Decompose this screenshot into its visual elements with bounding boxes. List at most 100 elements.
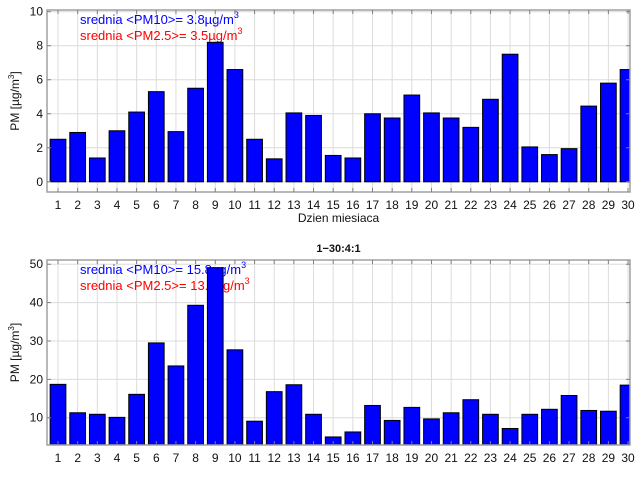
bar-day-13 [285, 384, 303, 446]
bar-day-25 [521, 413, 539, 446]
bar-day-22 [462, 126, 480, 183]
bar-day-17 [364, 113, 381, 183]
x-axis-label: Dzien miesiaca [298, 211, 380, 225]
bar-day-1 [49, 383, 67, 446]
plot-frame [46, 259, 631, 446]
bar-day-10 [226, 69, 244, 183]
x-tick-label: 25 [523, 451, 537, 465]
x-tick-label: 21 [444, 451, 458, 465]
bar-day-28 [580, 105, 598, 183]
y-axis-label-superscript: 3 [7, 74, 16, 79]
bar-day-2 [69, 131, 87, 183]
x-tick-label: 24 [503, 198, 517, 212]
annotation-text: srednia <PM10>= 3.8µg/m [80, 12, 234, 27]
x-tick-label: 1 [55, 451, 62, 465]
y-tick-label: 0 [36, 175, 43, 189]
x-tick-label: 11 [248, 451, 261, 465]
bar-day-27 [560, 394, 578, 446]
x-tick-label: 3 [94, 198, 101, 212]
bar-day-28 [580, 409, 598, 446]
x-tick-label: 1 [55, 198, 62, 212]
chart-title: 1−30:4:1 [316, 243, 360, 255]
x-tick-label: 26 [543, 198, 557, 212]
x-tick-label: 28 [582, 198, 596, 212]
bar-day-5 [128, 393, 145, 446]
y-axis-label-close: ] [8, 71, 22, 74]
y-tick-label: 10 [30, 411, 44, 425]
bar-day-20 [423, 112, 440, 183]
x-tick-label: 22 [464, 198, 478, 212]
x-tick-label: 17 [366, 198, 380, 212]
annotation-superscript: 3 [241, 260, 246, 270]
bar-day-8 [187, 87, 204, 183]
annotation-superscript: 3 [237, 26, 242, 36]
bar-day-19 [403, 406, 421, 446]
bar-day-7 [167, 365, 185, 446]
x-tick-label: 15 [327, 198, 341, 212]
x-tick-label: 5 [133, 451, 140, 465]
annotation-superscript: 3 [234, 10, 239, 20]
x-tick-label: 16 [346, 198, 360, 212]
x-tick-label: 23 [484, 451, 498, 465]
bar-day-17 [364, 404, 381, 446]
x-tick-label: 13 [287, 198, 301, 212]
bar-day-11 [246, 138, 263, 183]
x-tick-label: 3 [94, 451, 101, 465]
y-axis-label: PM [µg/m3] [7, 71, 22, 130]
x-tick-label: 14 [307, 451, 321, 465]
y-tick-label: 50 [30, 257, 44, 271]
x-tick-label: 20 [425, 451, 439, 465]
annotation-mean-pm25: srednia <PM2.5>= 3.5µg/m3 [80, 26, 242, 43]
x-tick-label: 19 [405, 198, 419, 212]
x-tick-label: 27 [562, 451, 576, 465]
bar-day-29 [600, 410, 617, 446]
x-tick-label: 6 [153, 451, 160, 465]
x-tick-label: 4 [114, 198, 121, 212]
x-tick-label: 8 [192, 451, 199, 465]
x-tick-label: 8 [192, 198, 199, 212]
x-tick-label: 13 [287, 451, 301, 465]
x-tick-label: 2 [74, 451, 81, 465]
x-tick-label: 10 [228, 198, 242, 212]
bar-day-3 [88, 157, 106, 183]
bar-day-7 [167, 131, 185, 183]
x-tick-label: 6 [153, 198, 160, 212]
bar-day-9 [206, 267, 224, 446]
bar-day-12 [265, 391, 283, 446]
x-tick-label: 14 [307, 198, 321, 212]
bar-day-1 [49, 138, 67, 183]
bar-day-30 [619, 384, 631, 446]
x-tick-label: 26 [543, 451, 557, 465]
y-tick-label: 30 [30, 334, 44, 348]
bar-day-12 [265, 158, 283, 183]
bar-day-21 [442, 117, 460, 183]
bar-day-30 [619, 69, 631, 183]
annotation-text: srednia <PM2.5>= 3.5µg/m [80, 28, 237, 43]
x-tick-label: 27 [562, 198, 576, 212]
y-tick-label: 40 [30, 296, 44, 310]
annotation-mean-pm10: srednia <PM10>= 3.8µg/m3 [80, 10, 239, 27]
bar-day-3 [88, 413, 106, 446]
bar-day-21 [442, 412, 460, 446]
y-tick-label: 10 [30, 5, 44, 19]
y-tick-label: 2 [36, 141, 43, 155]
x-tick-label: 29 [602, 198, 616, 212]
bar-day-19 [403, 94, 421, 183]
x-tick-label: 7 [173, 198, 180, 212]
annotation-superscript: 3 [245, 276, 250, 286]
x-tick-label: 2 [74, 198, 81, 212]
bar-day-6 [147, 342, 165, 446]
bar-day-2 [69, 412, 87, 446]
bar-day-13 [285, 112, 303, 183]
y-axis-label: PM [µg/m3] [7, 323, 22, 382]
y-axis-label-text: PM [µg/m [8, 79, 22, 131]
annotation-mean-pm10: srednia <PM10>= 15.8µg/m3 [80, 260, 246, 277]
bar-day-4 [108, 416, 126, 446]
x-tick-label: 12 [268, 198, 282, 212]
bar-day-23 [482, 98, 499, 183]
x-tick-label: 10 [228, 451, 242, 465]
x-tick-label: 28 [582, 451, 596, 465]
bar-day-29 [600, 82, 617, 183]
